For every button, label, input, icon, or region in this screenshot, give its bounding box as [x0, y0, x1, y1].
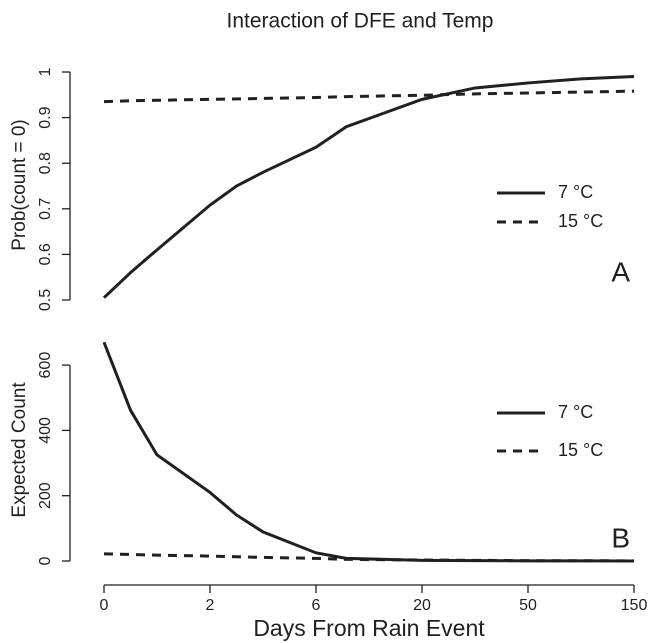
line-series [102, 75, 635, 299]
panel-letter: B [611, 522, 630, 553]
y-tick-label: 1 [37, 67, 54, 76]
x-tick-label: 0 [100, 597, 109, 614]
y-tick-label: 0.9 [37, 106, 54, 128]
line-series [103, 552, 635, 563]
panel-letter: A [611, 256, 630, 287]
legend-label: 15 °C [558, 211, 603, 231]
y-tick-label: 0.5 [37, 289, 54, 311]
y-tick-label: 600 [37, 352, 54, 379]
y-tick-label: 0.8 [37, 152, 54, 174]
y-tick-label: 200 [37, 482, 54, 509]
legend-label: 15 °C [558, 440, 603, 460]
legend-label: 7 °C [558, 182, 593, 202]
y-tick-label: 0 [37, 556, 54, 565]
y-tick-label: 400 [37, 417, 54, 444]
y-axis-label: Prob(count = 0) [9, 119, 30, 251]
x-tick-label: 6 [312, 597, 321, 614]
x-tick-label: 150 [621, 597, 648, 614]
y-axis-label: Expected Count [9, 382, 30, 518]
x-tick-label: 2 [206, 597, 215, 614]
legend-label: 7 °C [558, 402, 593, 422]
x-axis-label: Days From Rain Event [253, 615, 485, 641]
line-series [102, 341, 635, 563]
y-tick-label: 0.6 [37, 243, 54, 265]
chart-title: Interaction of DFE and Temp [227, 10, 494, 33]
x-tick-label: 20 [413, 597, 431, 614]
x-tick-label: 50 [519, 597, 537, 614]
line-series [103, 89, 635, 104]
y-tick-label: 0.7 [37, 198, 54, 220]
